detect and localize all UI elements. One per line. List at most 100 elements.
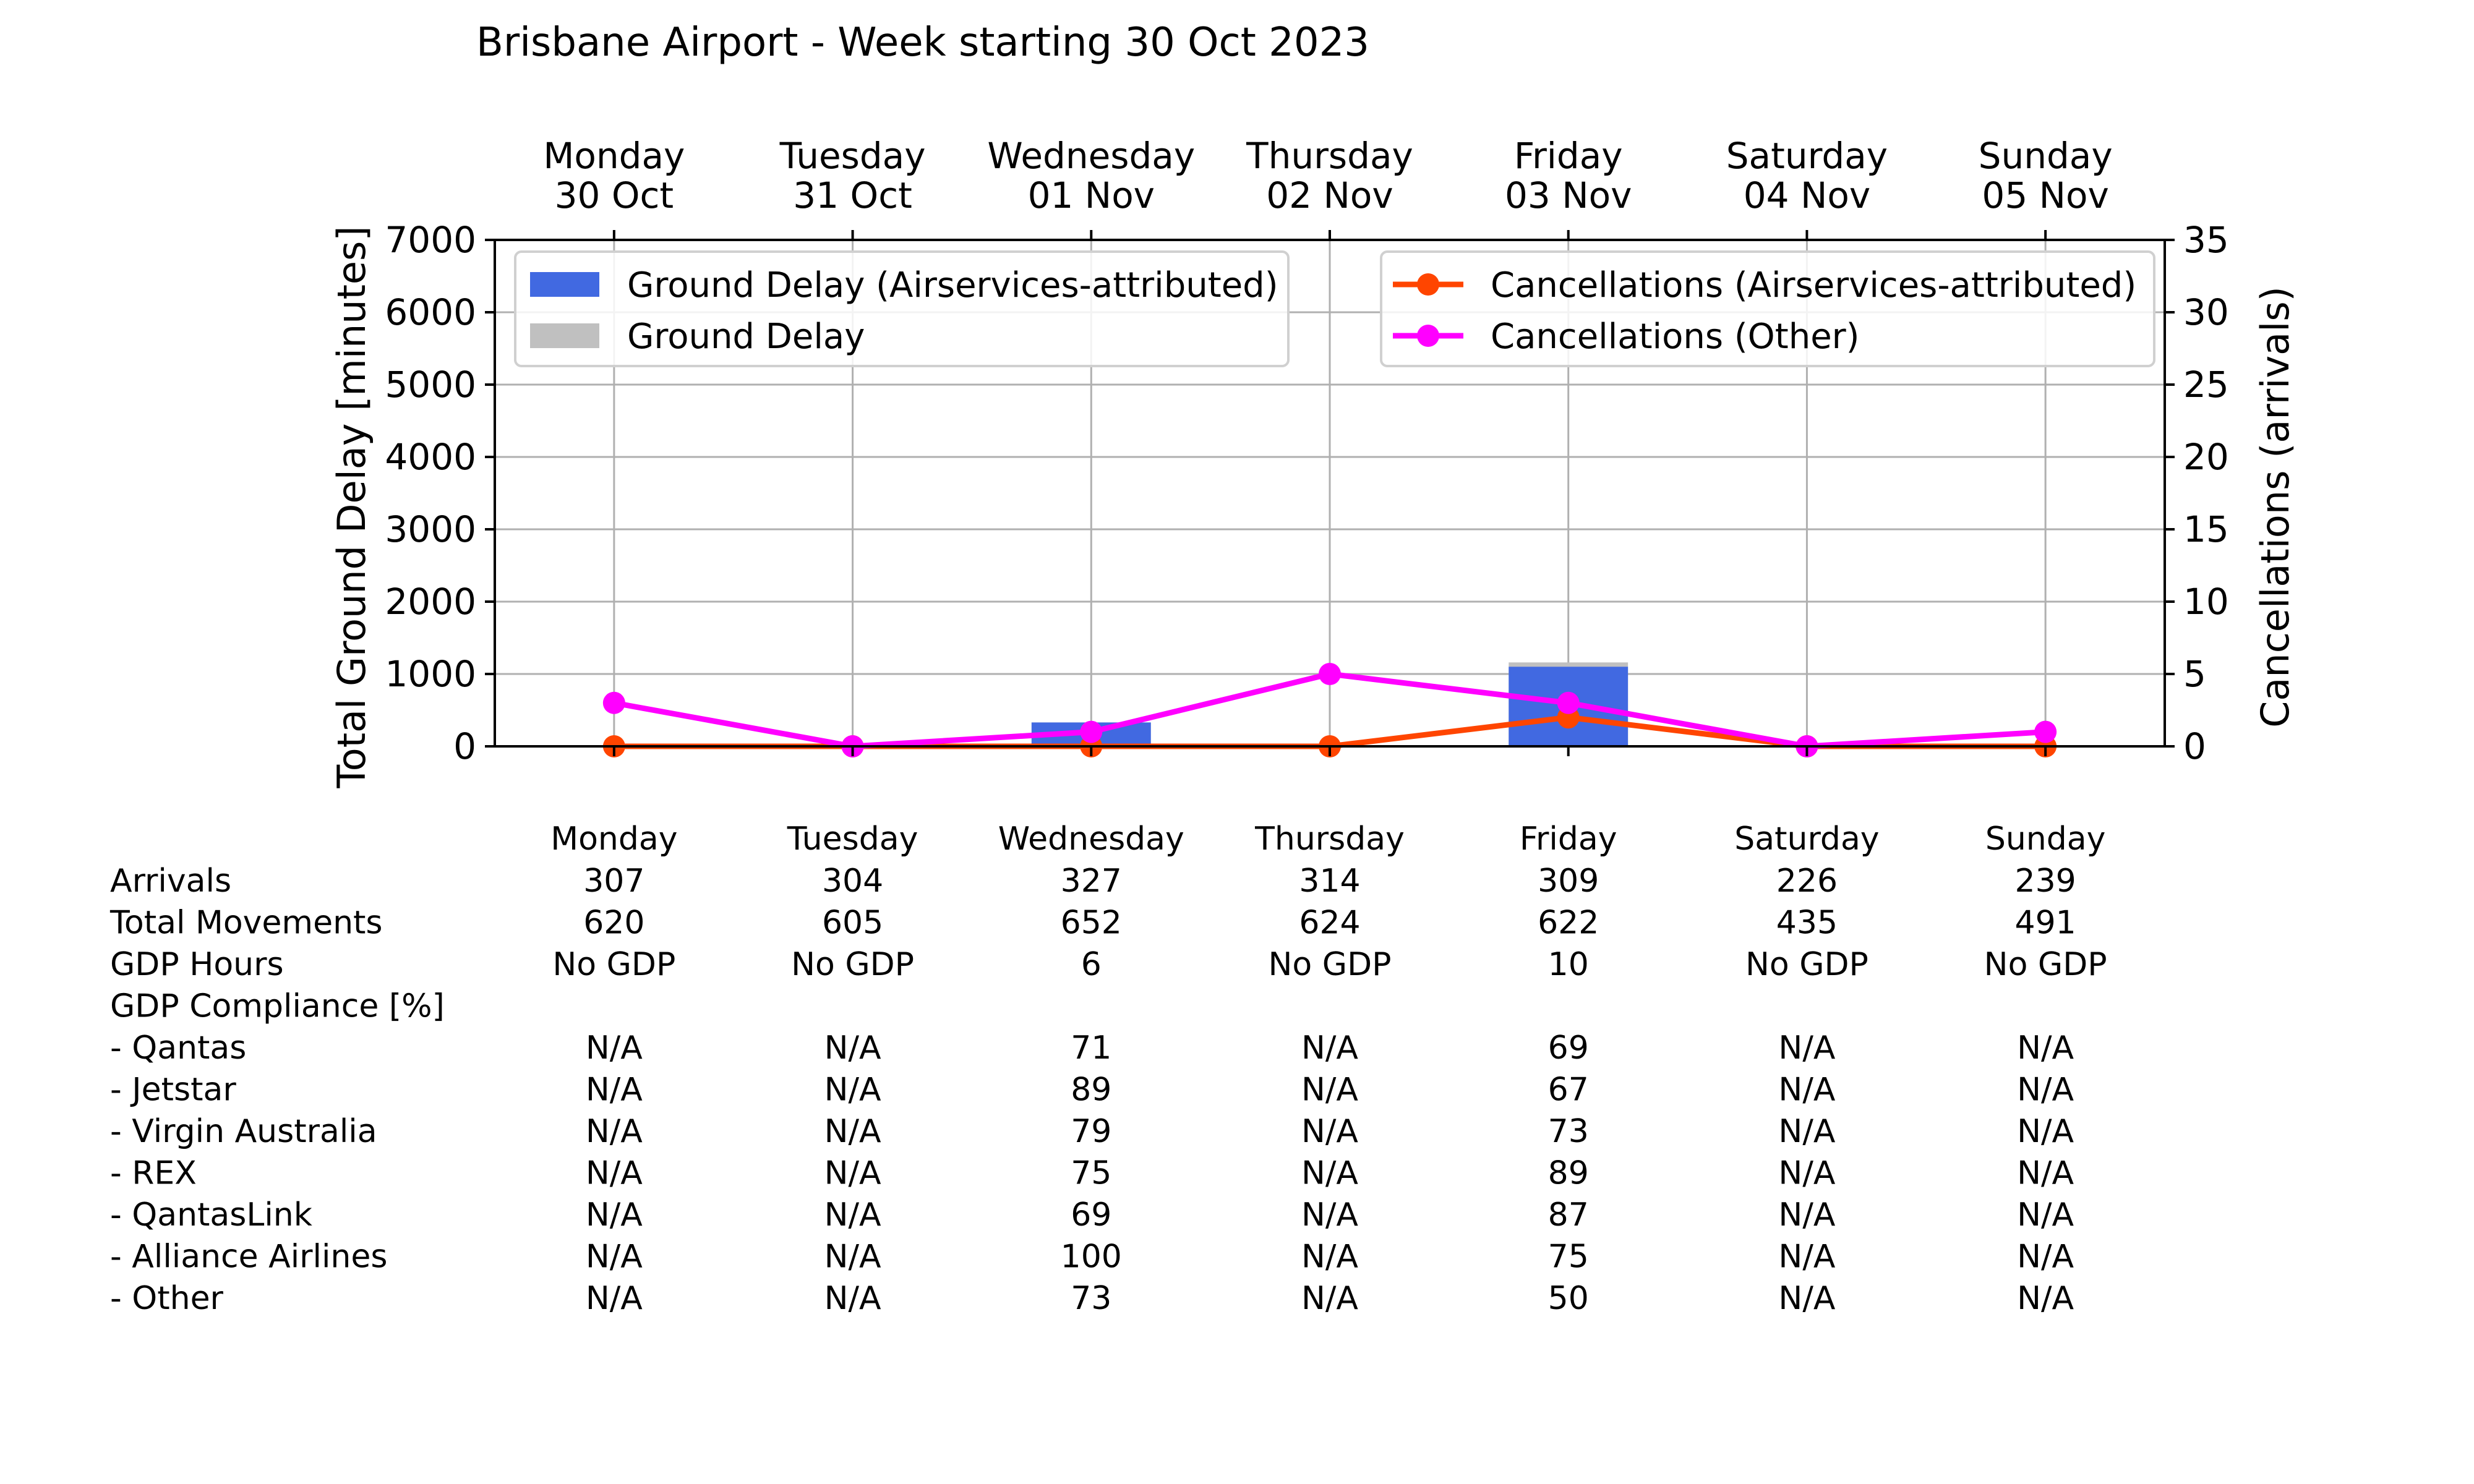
left-tick-label: 0: [453, 725, 476, 767]
table-cell: 100: [1061, 1239, 1122, 1276]
point-cancellations-other: [2034, 720, 2057, 743]
table-row-label: - Jetstar: [110, 1072, 236, 1109]
table-column-header: Monday: [550, 821, 677, 858]
table-cell: 620: [583, 905, 644, 942]
table-cell: N/A: [2017, 1239, 2074, 1276]
table-cell: N/A: [1778, 1113, 1835, 1150]
table-cell: N/A: [1301, 1155, 1358, 1192]
table-cell: 314: [1299, 863, 1360, 900]
table-cell: N/A: [586, 1113, 643, 1150]
table-column-header: Friday: [1520, 821, 1617, 858]
top-date-label: 31 Oct: [793, 174, 912, 216]
right-tick-label: 30: [2183, 291, 2229, 333]
legend-box-lines: [1380, 250, 2155, 367]
table-row-label: GDP Compliance [%]: [110, 988, 445, 1025]
table-cell: 226: [1776, 863, 1838, 900]
top-date-label: 30 Oct: [555, 174, 674, 216]
left-tick-label: 2000: [385, 581, 476, 623]
table-cell: 622: [1538, 905, 1599, 942]
table-cell: N/A: [1778, 1239, 1835, 1276]
table-cell: 79: [1071, 1113, 1111, 1150]
right-tick-label: 35: [2183, 219, 2229, 261]
right-tick-label: 25: [2183, 364, 2229, 406]
table-cell: 605: [822, 905, 883, 942]
table-cell: 89: [1548, 1155, 1589, 1192]
table-cell: N/A: [1301, 1072, 1358, 1109]
table-cell: No GDP: [1269, 946, 1392, 983]
top-day-label: Tuesday: [779, 135, 926, 177]
table-cell: 67: [1548, 1072, 1589, 1109]
table-cell: 73: [1548, 1113, 1589, 1150]
table-cell: N/A: [1778, 1280, 1835, 1317]
table-cell: N/A: [2017, 1072, 2074, 1109]
legend-label: Cancellations (Other): [1491, 317, 1860, 357]
table-cell: N/A: [1778, 1072, 1835, 1109]
top-date-label: 01 Nov: [1028, 174, 1155, 216]
table-cell: 652: [1061, 905, 1122, 942]
table-cell: 309: [1538, 863, 1599, 900]
table-cell: N/A: [1778, 1030, 1835, 1067]
table-row-label: - Other: [110, 1280, 224, 1317]
table-cell: N/A: [586, 1155, 643, 1192]
table-cell: 304: [822, 863, 883, 900]
table-cell: 75: [1548, 1239, 1589, 1276]
right-tick-label: 20: [2183, 436, 2229, 478]
table-cell: 73: [1071, 1280, 1111, 1317]
left-tick-label: 5000: [385, 364, 476, 406]
table-cell: No GDP: [1984, 946, 2107, 983]
table-column-header: Thursday: [1254, 821, 1405, 858]
legend-swatch: [530, 323, 599, 348]
table-cell: N/A: [1778, 1196, 1835, 1234]
table-row-label: - QantasLink: [110, 1196, 312, 1234]
y-axis-label-right: Cancellations (arrivals): [2253, 286, 2298, 728]
legend-label: Ground Delay: [627, 317, 865, 357]
table-cell: 89: [1071, 1072, 1111, 1109]
table-row-label: GDP Hours: [110, 946, 284, 983]
point-cancellations-other: [602, 691, 625, 714]
y-axis-label-left: Total Ground Delay [minutes]: [329, 226, 374, 788]
table-row-label: Arrivals: [110, 863, 231, 900]
top-date-label: 02 Nov: [1266, 174, 1393, 216]
table-cell: No GDP: [552, 946, 675, 983]
top-date-label: 04 Nov: [1744, 174, 1870, 216]
top-day-label: Thursday: [1246, 135, 1413, 177]
chart-title: Brisbane Airport - Week starting 30 Oct …: [476, 20, 1369, 66]
table-row-label: Total Movements: [109, 905, 383, 942]
legend-marker: [1417, 273, 1439, 296]
axes: 0 1000 2000 3000 4000 5000 6000 7000 0 5 10 15 20 25 3…: [385, 135, 2228, 767]
top-date-label: 03 Nov: [1505, 174, 1632, 216]
point-cancellations-other: [1080, 720, 1103, 743]
table-cell: 75: [1071, 1155, 1111, 1192]
table-cell: 327: [1061, 863, 1122, 900]
table-cell: 69: [1071, 1196, 1111, 1234]
table-cell: N/A: [2017, 1280, 2074, 1317]
table-row-label: - REX: [110, 1155, 197, 1192]
table-cell: 6: [1081, 946, 1102, 983]
point-cancellations-other: [1319, 663, 1341, 685]
left-tick-label: 1000: [385, 653, 476, 695]
left-tick-label: 7000: [385, 219, 476, 261]
table-cell: 87: [1548, 1196, 1589, 1234]
table-cell: N/A: [2017, 1030, 2074, 1067]
table-cell: N/A: [1778, 1155, 1835, 1192]
table-cell: N/A: [2017, 1113, 2074, 1150]
table-cell: 50: [1548, 1280, 1589, 1317]
table-column-header: Sunday: [1985, 821, 2106, 858]
table-cell: N/A: [1301, 1030, 1358, 1067]
left-tick-label: 4000: [385, 436, 476, 478]
table-row-label: - Virgin Australia: [110, 1113, 377, 1150]
table-cell: N/A: [586, 1072, 643, 1109]
table-row-label: - Alliance Airlines: [110, 1239, 387, 1276]
table-cell: N/A: [586, 1030, 643, 1067]
legends: Ground Delay (Airservices-attributed) Gro…: [514, 250, 2155, 367]
legend-marker: [1417, 325, 1439, 347]
table-cell: N/A: [1301, 1280, 1358, 1317]
top-day-label: Saturday: [1726, 135, 1888, 177]
table-cell: 624: [1299, 905, 1360, 942]
table-cell: N/A: [2017, 1155, 2074, 1192]
top-day-label: Wednesday: [987, 135, 1195, 177]
left-tick-label: 6000: [385, 291, 476, 333]
top-day-label: Friday: [1514, 135, 1623, 177]
table-cell: N/A: [824, 1239, 881, 1276]
